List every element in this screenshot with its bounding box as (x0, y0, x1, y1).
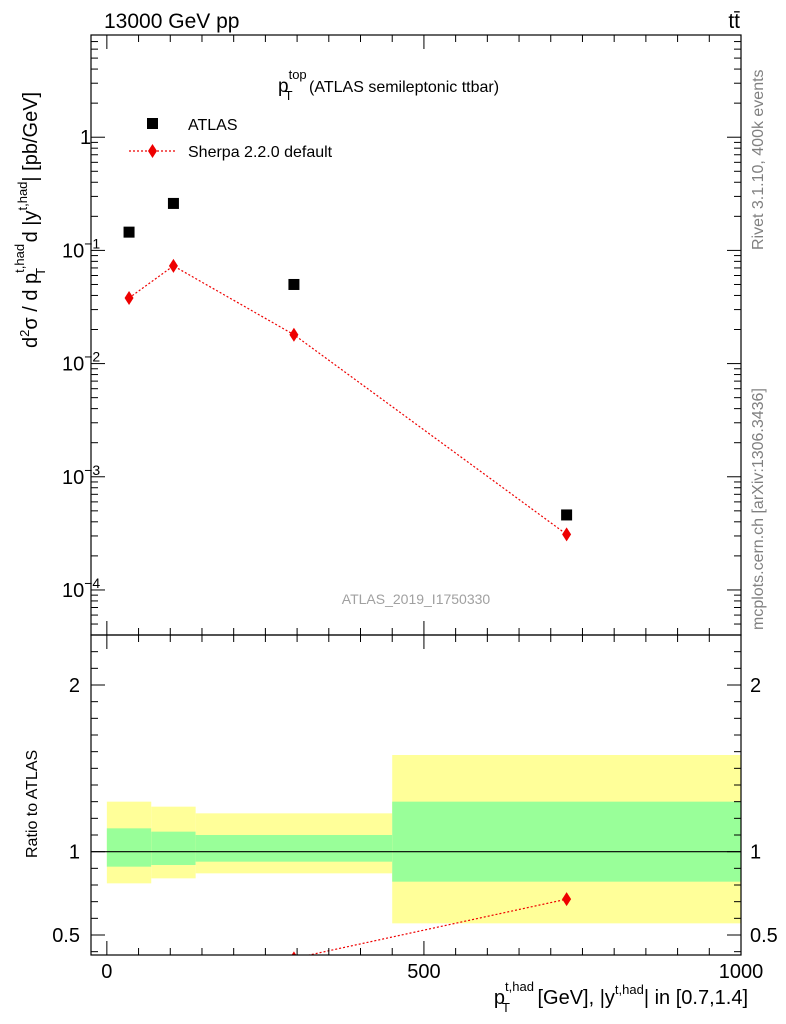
mc-point (124, 290, 134, 305)
main-y-tick-label: 10−2 (62, 349, 100, 376)
ratio-y-tick-label: 0.5 (52, 925, 80, 947)
ratio-y-axis-label: Ratio to ATLAS (24, 750, 41, 858)
main-y-tick-label: 10−1 (62, 235, 100, 262)
main-y-tick-label: 10−3 (62, 462, 100, 489)
title-main: p (278, 76, 289, 97)
ratio-mc-line (306, 898, 567, 955)
ratio-y-tick-label-right: 1 (750, 842, 761, 864)
mc-point (562, 527, 572, 542)
tick-base: 1 (80, 127, 91, 149)
data-point (123, 226, 135, 238)
uncertainty-band-inner (195, 835, 393, 862)
tick-exponent: −2 (84, 349, 100, 365)
mc-line (128, 265, 567, 535)
title-sup: top (289, 67, 307, 82)
title-rest: (ATLAS semileptonic ttbar) (305, 79, 499, 96)
chart-title: ptop T (ATLAS semileptonic ttbar) (278, 67, 499, 103)
ratio-y-tick-label-right: 0.5 (750, 925, 778, 947)
ratio-y-tick-labels: 2 2 1 1 0.5 0.5 (52, 675, 778, 947)
tick-base: 10 (62, 240, 84, 262)
title-sub: T (285, 88, 293, 103)
data-point (167, 197, 179, 209)
x-tick-label: 500 (407, 961, 440, 983)
data-point (288, 278, 300, 290)
main-y-tick-labels: 110−110−210−310−4 (62, 127, 100, 602)
tick-base: 10 (62, 580, 84, 602)
ratio-y-tick-label: 2 (69, 675, 80, 697)
mc-point (289, 327, 299, 342)
tick-base: 10 (62, 467, 84, 489)
analysis-id: ATLAS_2019_I1750330 (342, 591, 491, 607)
ratio-y-tick-label-right: 2 (750, 675, 761, 697)
uncertainty-band-inner (106, 828, 152, 867)
legend-marker-sherpa (148, 144, 157, 158)
ratio-mc-point (291, 951, 297, 955)
ratio-mc-point (169, 965, 178, 979)
mcplots-label: mcplots.cern.ch [arXiv:1306.3436] (750, 388, 767, 630)
mc-point (168, 258, 178, 273)
tick-base: 10 (62, 354, 84, 376)
uncertainty-band-inner (392, 801, 741, 882)
main-y-tick-label: 10−4 (62, 575, 100, 602)
header-left: 13000 GeV pp (104, 10, 239, 33)
tick-exponent: −1 (84, 235, 100, 251)
ratio-axis-ticks (91, 635, 742, 955)
main-series (123, 197, 573, 542)
uncertainty-band-inner (151, 831, 196, 865)
ratio-y-tick-label: 1 (69, 842, 80, 864)
data-point (561, 509, 573, 521)
legend-marker-atlas (147, 118, 158, 129)
rivet-label: Rivet 3.1.10, 400k events (750, 69, 767, 250)
ratio-frame (90, 634, 742, 956)
legend-label-atlas: ATLAS (188, 117, 238, 134)
x-tick-label: 0 (101, 961, 112, 983)
tick-exponent: −4 (84, 575, 100, 591)
ratio-mc-point (125, 968, 134, 982)
ratio-panel: 2 2 1 1 0.5 0.5 0 500 1000 Ratio to ATLAS pt,ha… (24, 634, 778, 1015)
main-y-tick-label: 1 (80, 127, 91, 149)
ratio-mc-point (562, 892, 572, 907)
x-axis-label: pt,had T [GeV], |yt,had| in [0.7,1.4] (494, 979, 748, 1015)
tick-exponent: −3 (84, 462, 100, 478)
legend-label-sherpa: Sherpa 2.2.0 default (188, 144, 333, 161)
main-y-axis-label: d2σ / d pt,had T d |yt,had| [pb/GeV] (12, 92, 48, 348)
main-panel: 110−110−210−310−4 ptop T (ATLAS semilepto… (12, 34, 742, 636)
ratio-series (125, 892, 572, 982)
ratio-bands (106, 755, 741, 924)
legend: ATLAS Sherpa 2.2.0 default (129, 117, 333, 161)
x-tick-label: 1000 (719, 961, 764, 983)
header-right: tt̄ (728, 10, 740, 33)
ratio-x-tick-labels: 0 500 1000 (101, 961, 763, 983)
